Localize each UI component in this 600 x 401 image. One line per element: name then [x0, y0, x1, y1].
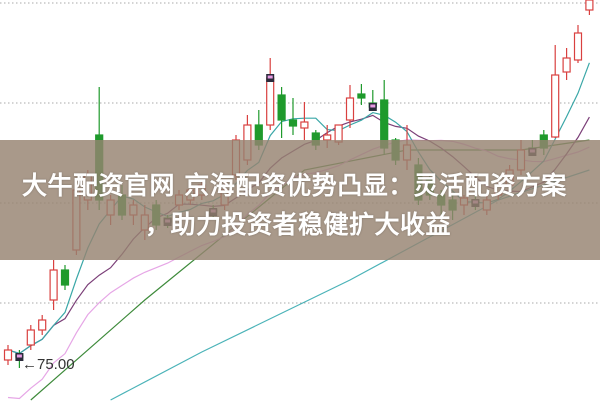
candle-body	[38, 319, 47, 331]
candle-body	[573, 32, 583, 61]
candle-body	[585, 0, 594, 11]
title-banner	[0, 140, 600, 260]
candle-body	[49, 269, 58, 301]
signal-marker-inner	[267, 75, 273, 79]
candle-body	[300, 121, 309, 129]
candle-body	[266, 77, 275, 126]
low-price-label: ←75.00	[22, 356, 75, 373]
signal-marker-inner	[16, 354, 22, 358]
candle-body	[3, 349, 13, 361]
headline-line-1: 大牛配资官网 京海配资优势凸显：灵活配资方案	[22, 171, 567, 200]
candle-body	[26, 329, 35, 346]
candle-body	[345, 97, 355, 121]
candle-body	[60, 269, 70, 286]
signal-marker-inner	[370, 104, 376, 108]
candle-body	[562, 57, 571, 73]
candle-body	[288, 119, 298, 127]
candle-body	[277, 94, 286, 121]
arrow-left-icon: ←	[22, 356, 37, 373]
candle-body	[551, 74, 560, 138]
low-price-value: 75.00	[37, 356, 75, 373]
candle-body	[357, 93, 366, 99]
headline-line-2: ，助力投资者稳健扩大收益	[145, 210, 452, 239]
